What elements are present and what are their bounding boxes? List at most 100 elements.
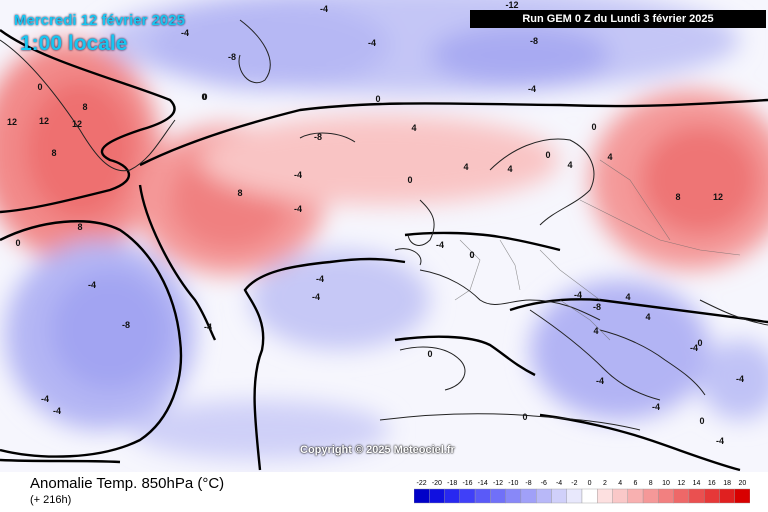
contour-value-label: 12 — [72, 119, 82, 129]
legend-tick-label: -10 — [508, 480, 518, 487]
contour-value-label: 12 — [713, 192, 723, 202]
contour-value-label: 12 — [39, 116, 49, 126]
contour-value-label: 8 — [675, 192, 680, 202]
forecast-time: 1:00 locale — [20, 32, 128, 55]
color-legend: -22 -20 -18 -16 -14 -12 -10 -8 -6 -4 -2 0 2 4 6 8 10 12 14… — [414, 480, 750, 504]
legend-tick-label: 4 — [618, 480, 622, 487]
legend-color-swatch — [505, 488, 522, 504]
legend-color-swatch — [474, 488, 491, 504]
legend-tick-label: 14 — [693, 480, 701, 487]
legend-color-swatch — [581, 488, 598, 504]
contour-value-label: -4 — [294, 170, 302, 180]
contour-value-label: 0 — [545, 150, 550, 160]
contour-value-label: -8 — [228, 52, 236, 62]
contour-value-label: 8 — [77, 222, 82, 232]
contour-value-label: -4 — [736, 374, 744, 384]
legend-tick-label: 10 — [662, 480, 670, 487]
contour-value-label: 8 — [237, 188, 242, 198]
contour-value-label: -4 — [53, 406, 61, 416]
contour-value-label: 4 — [567, 160, 572, 170]
contour-value-label: 8 — [51, 148, 56, 158]
legend-color-swatch — [490, 488, 506, 504]
legend-tick-label: 12 — [677, 480, 685, 487]
contour-value-label: 4 — [645, 312, 650, 322]
legend-tick-label: -14 — [478, 480, 488, 487]
legend-color-swatch — [597, 488, 613, 504]
contour-value-label: 4 — [593, 326, 598, 336]
legend-color-swatch — [719, 488, 736, 504]
legend-tick-label: -18 — [447, 480, 457, 487]
legend-color-swatch — [612, 488, 629, 504]
legend-tick-label: -2 — [571, 480, 577, 487]
contour-value-label: -8 — [530, 36, 538, 46]
legend-color-swatch — [627, 488, 644, 504]
contour-value-label: -4 — [690, 343, 698, 353]
legend-tick-label: -20 — [432, 480, 442, 487]
contour-value-label: -4 — [312, 292, 320, 302]
contour-value-label: 4 — [463, 162, 468, 172]
contour-value-label: 0 — [15, 238, 20, 248]
contour-value-label: 0 — [699, 416, 704, 426]
contour-value-label: -4 — [652, 402, 660, 412]
legend-tick-label: -16 — [462, 480, 472, 487]
legend-tick-label: 18 — [723, 480, 731, 487]
contour-value-label: 4 — [625, 292, 630, 302]
contour-value-label: -4 — [181, 28, 189, 38]
contour-value-label: 4 — [507, 164, 512, 174]
contour-value-label: 0 — [427, 349, 432, 359]
contour-value-label: -4 — [294, 204, 302, 214]
legend-tick-label: 8 — [649, 480, 653, 487]
legend-color-swatch — [551, 488, 568, 504]
legend-tick-label: 20 — [739, 480, 747, 487]
run-banner: Run GEM 0 Z du Lundi 3 février 2025 — [470, 10, 766, 28]
contour-value-label: -4 — [436, 240, 444, 250]
contour-value-label: 0 — [201, 92, 206, 102]
contour-value-label: -4 — [88, 280, 96, 290]
contour-value-label: -4 — [716, 436, 724, 446]
contour-value-label: 4 — [411, 123, 416, 133]
legend-color-swatch — [704, 488, 720, 504]
contour-value-label: 0 — [37, 82, 42, 92]
legend-tick-label: -4 — [556, 480, 562, 487]
contour-value-label: 0 — [522, 412, 527, 422]
legend-color-swatch — [642, 488, 659, 504]
contour-value-label: 0 — [591, 122, 596, 132]
contour-value-label: -4 — [596, 376, 604, 386]
map-title: Anomalie Temp. 850hPa (°C) — [30, 475, 225, 492]
legend-tick-label: 0 — [588, 480, 592, 487]
contour-value-label: 0 — [469, 250, 474, 260]
contour-value-label: -4 — [320, 4, 328, 14]
contour-value-label: -12 — [505, 0, 518, 10]
legend-color-swatch — [414, 488, 430, 504]
legend-tick-label: 16 — [708, 480, 716, 487]
legend-color-swatch — [688, 488, 705, 504]
contour-value-label: 0 — [469, 250, 474, 260]
legend-color-swatch — [459, 488, 476, 504]
legend-tick-label: 6 — [634, 480, 638, 487]
contour-value-label: 0 — [202, 92, 207, 102]
forecast-date: Mercredi 12 février 2025 — [14, 12, 185, 29]
legend-color-swatch — [673, 488, 690, 504]
legend-color-swatch — [535, 488, 552, 504]
legend-color-swatch — [566, 488, 583, 504]
legend-color-swatch — [520, 488, 537, 504]
legend-color-swatch — [734, 488, 750, 504]
contour-value-label: -4 — [368, 38, 376, 48]
legend-tick-label: -22 — [417, 480, 427, 487]
contour-value-label: 0 — [407, 175, 412, 185]
copyright-notice: Copyright © 2025 Meteociel.fr — [300, 444, 455, 456]
contour-value-label: -4 — [528, 84, 536, 94]
legend-tick-label: 2 — [603, 480, 607, 487]
contour-value-label: 0 — [697, 338, 702, 348]
legend-color-swatch — [429, 488, 445, 504]
contour-value-label: 8 — [82, 102, 87, 112]
contour-value-label: 12 — [7, 117, 17, 127]
legend-color-swatch — [658, 488, 674, 504]
legend-tick-label: -6 — [541, 480, 547, 487]
contour-value-label: -4 — [574, 290, 582, 300]
contour-value-label: -8 — [314, 132, 322, 142]
legend-tick-label: -12 — [493, 480, 503, 487]
footer: Anomalie Temp. 850hPa (°C) (+ 216h) -22-… — [0, 472, 768, 512]
legend-tick-label: -8 — [525, 480, 531, 487]
